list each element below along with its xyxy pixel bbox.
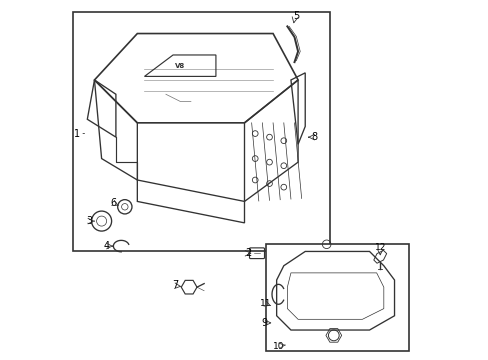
- Text: 5: 5: [293, 12, 299, 21]
- FancyBboxPatch shape: [265, 244, 408, 351]
- Text: 3: 3: [86, 216, 92, 226]
- Text: 1: 1: [73, 129, 80, 139]
- Text: 9: 9: [261, 318, 266, 328]
- Text: 10: 10: [273, 342, 285, 351]
- Text: 8: 8: [310, 132, 317, 142]
- Text: 11: 11: [259, 299, 270, 308]
- Text: 4: 4: [103, 241, 110, 251]
- Text: 2: 2: [244, 248, 251, 258]
- Text: 12: 12: [374, 243, 385, 252]
- Text: 7: 7: [171, 280, 178, 291]
- Text: V8: V8: [175, 63, 185, 69]
- FancyBboxPatch shape: [73, 12, 329, 251]
- Text: 6: 6: [110, 198, 116, 208]
